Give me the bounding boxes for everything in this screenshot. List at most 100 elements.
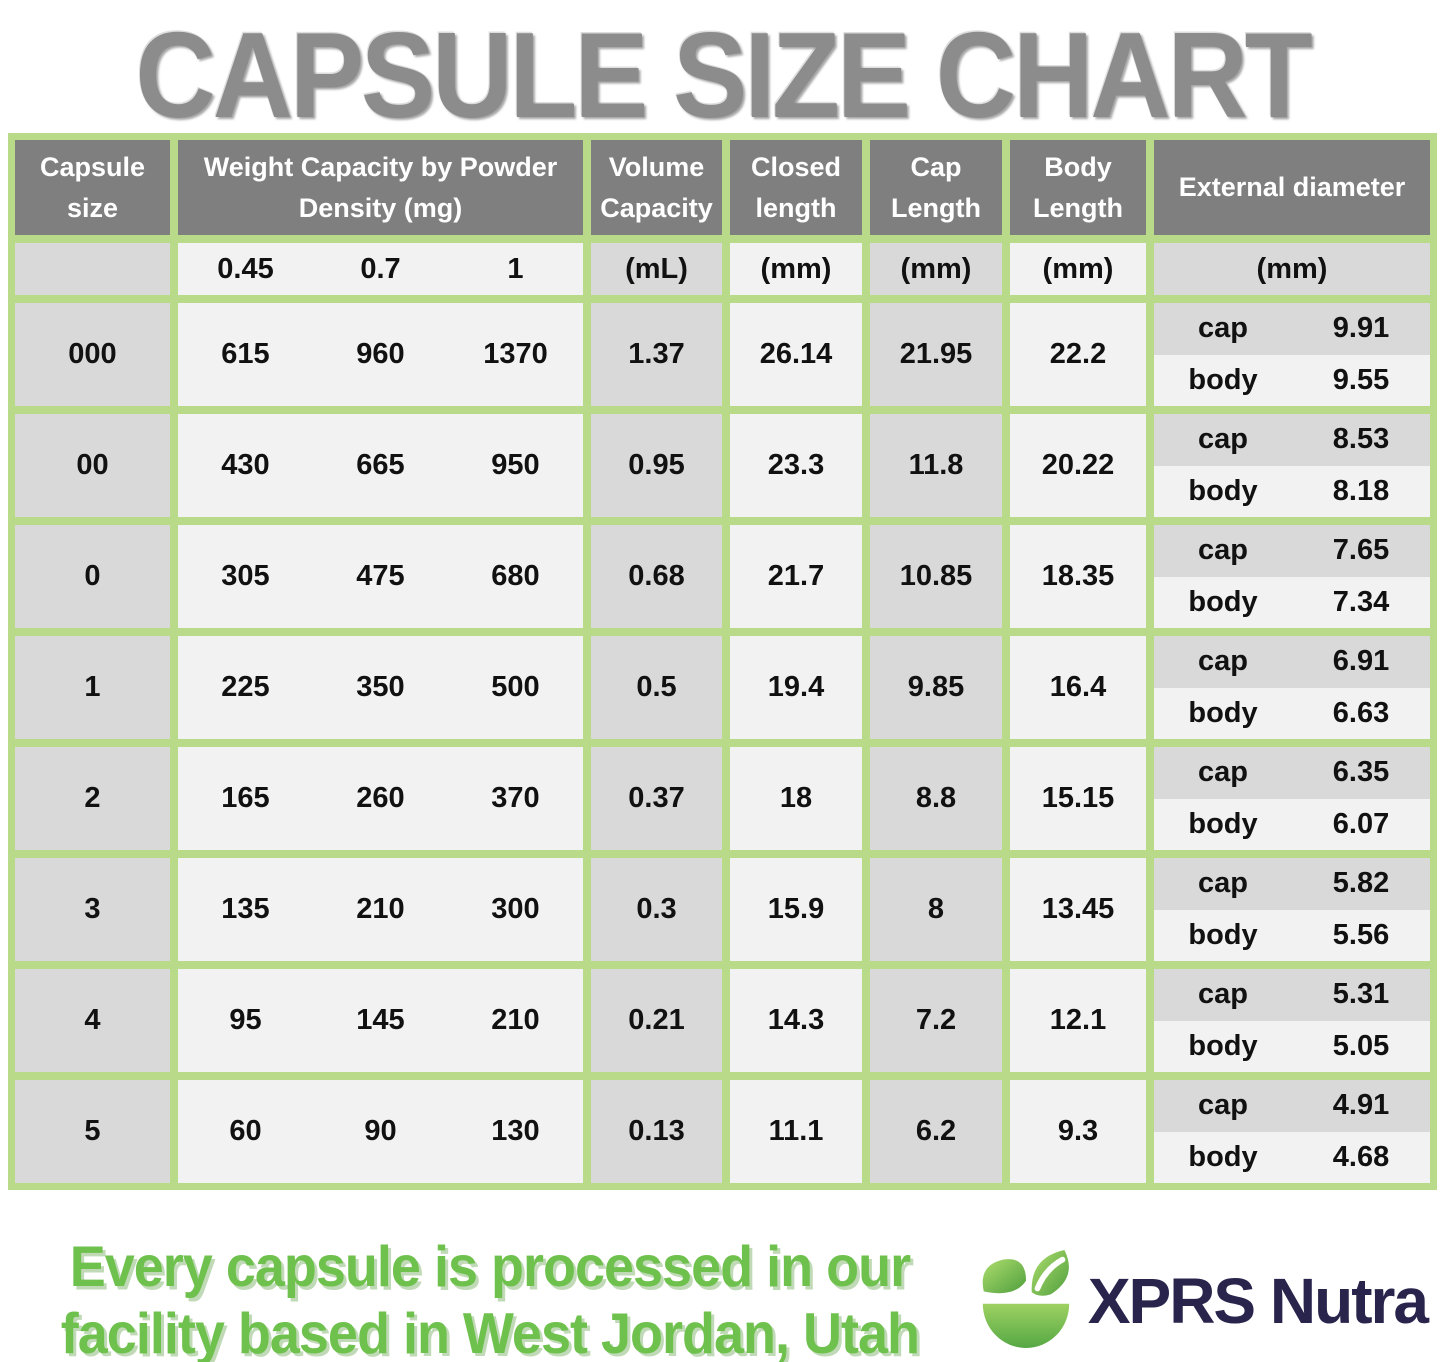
- page-title: CAPSULE SIZE CHART: [135, 6, 1312, 144]
- weight-value: 165: [221, 782, 270, 814]
- header-cap-length: Cap Length: [870, 140, 1002, 235]
- unit-closed: (mm): [730, 243, 862, 295]
- external-cap-value: 4.91: [1332, 1089, 1390, 1122]
- capsule-size-table: Capsule size Weight Capacity by Powder D…: [8, 133, 1437, 1190]
- external-body-row: body 6.63: [1154, 687, 1430, 739]
- external-body-row: body 7.34: [1154, 576, 1430, 628]
- closed-length-cell: 26.14: [730, 303, 862, 406]
- weight-capacity-cell: 430 665 950: [178, 414, 583, 517]
- weight-value: 305: [221, 560, 270, 592]
- external-body-row: body 5.05: [1154, 1020, 1430, 1072]
- weight-value: 60: [229, 1115, 262, 1147]
- density-value: 1: [507, 252, 524, 285]
- header-weight-capacity: Weight Capacity by Powder Density (mg): [178, 140, 583, 235]
- external-body-value: 5.05: [1332, 1029, 1390, 1062]
- leaf-bowl-logo-icon: [978, 1246, 1074, 1357]
- closed-length-cell: 21.7: [730, 525, 862, 628]
- cap-length-cell: 11.8: [870, 414, 1002, 517]
- closed-length-cell: 14.3: [730, 969, 862, 1072]
- brand-name: XPRS Nutra: [1087, 1265, 1429, 1338]
- external-cap-label: cap: [1198, 534, 1248, 567]
- capsule-size-cell: 4: [15, 969, 170, 1072]
- body-length-cell: 9.3: [1010, 1080, 1146, 1183]
- volume-cell: 1.37: [591, 303, 722, 406]
- body-length-cell: 13.45: [1010, 858, 1146, 961]
- volume-cell: 0.13: [591, 1080, 722, 1183]
- facility-tagline: Every capsule is processed in our facili…: [30, 1234, 950, 1362]
- external-diameter-cell: cap 6.91 body 6.63: [1154, 636, 1430, 739]
- body-length-cell: 16.4: [1010, 636, 1146, 739]
- external-cap-label: cap: [1198, 423, 1248, 456]
- external-body-row: body 4.68: [1154, 1131, 1430, 1183]
- external-body-value: 7.34: [1332, 585, 1390, 618]
- weight-value: 615: [221, 338, 270, 370]
- capsule-size-cell: 1: [15, 636, 170, 739]
- external-cap-row: cap 5.31: [1154, 969, 1430, 1021]
- external-body-row: body 9.55: [1154, 354, 1430, 406]
- closed-length-cell: 11.1: [730, 1080, 862, 1183]
- external-body-label: body: [1188, 585, 1258, 618]
- cap-length-cell: 9.85: [870, 636, 1002, 739]
- header-external-diameter: External diameter: [1154, 140, 1430, 235]
- external-body-label: body: [1188, 696, 1258, 729]
- weight-capacity-cell: 60 90 130: [178, 1080, 583, 1183]
- title-bar: CAPSULE SIZE CHART: [0, 0, 1445, 143]
- cap-length-cell: 8: [870, 858, 1002, 961]
- external-body-label: body: [1188, 363, 1258, 396]
- external-cap-row: cap 9.91: [1154, 303, 1430, 355]
- external-body-value: 8.18: [1332, 474, 1390, 507]
- body-length-cell: 15.15: [1010, 747, 1146, 850]
- external-cap-value: 8.53: [1332, 423, 1390, 456]
- external-diameter-cell: cap 9.91 body 9.55: [1154, 303, 1430, 406]
- external-body-value: 6.07: [1332, 807, 1390, 840]
- capsule-size-cell: 5: [15, 1080, 170, 1183]
- header-capsule-size: Capsule size: [15, 140, 170, 235]
- external-cap-value: 5.82: [1332, 867, 1390, 900]
- tagline-line1: Every capsule is processed in our: [69, 1235, 911, 1299]
- tagline-line2: facility based in West Jordan, Utah: [60, 1302, 920, 1362]
- weight-value: 90: [364, 1115, 397, 1147]
- closed-length-cell: 18: [730, 747, 862, 850]
- cap-length-cell: 8.8: [870, 747, 1002, 850]
- external-cap-row: cap 7.65: [1154, 525, 1430, 577]
- volume-cell: 0.21: [591, 969, 722, 1072]
- external-cap-value: 7.65: [1332, 534, 1390, 567]
- unit-cap: (mm): [870, 243, 1002, 295]
- weight-value: 500: [491, 671, 540, 703]
- external-cap-label: cap: [1198, 645, 1248, 678]
- external-diameter-cell: cap 7.65 body 7.34: [1154, 525, 1430, 628]
- external-cap-label: cap: [1198, 867, 1248, 900]
- cap-length-cell: 10.85: [870, 525, 1002, 628]
- external-cap-value: 6.35: [1332, 756, 1390, 789]
- weight-value: 370: [491, 782, 540, 814]
- cap-length-cell: 21.95: [870, 303, 1002, 406]
- external-body-label: body: [1188, 1029, 1258, 1062]
- weight-value: 210: [491, 1004, 540, 1036]
- closed-length-cell: 15.9: [730, 858, 862, 961]
- body-length-cell: 12.1: [1010, 969, 1146, 1072]
- header-volume-capacity: Volume Capacity: [591, 140, 722, 235]
- external-cap-value: 9.91: [1332, 312, 1390, 345]
- external-body-label: body: [1188, 807, 1258, 840]
- weight-value: 430: [221, 449, 270, 481]
- external-cap-row: cap 8.53: [1154, 414, 1430, 466]
- external-cap-label: cap: [1198, 756, 1248, 789]
- closed-length-cell: 23.3: [730, 414, 862, 517]
- external-diameter-cell: cap 6.35 body 6.07: [1154, 747, 1430, 850]
- external-cap-value: 5.31: [1332, 978, 1390, 1011]
- density-value: 0.7: [360, 252, 401, 285]
- external-cap-row: cap 6.91: [1154, 636, 1430, 688]
- external-body-label: body: [1188, 474, 1258, 507]
- external-body-row: body 8.18: [1154, 465, 1430, 517]
- volume-cell: 0.95: [591, 414, 722, 517]
- external-body-row: body 5.56: [1154, 909, 1430, 961]
- weight-value: 960: [356, 338, 405, 370]
- closed-length-cell: 19.4: [730, 636, 862, 739]
- volume-cell: 0.68: [591, 525, 722, 628]
- external-diameter-cell: cap 5.31 body 5.05: [1154, 969, 1430, 1072]
- header-body-length: Body Length: [1010, 140, 1146, 235]
- external-body-value: 4.68: [1332, 1140, 1390, 1173]
- external-body-label: body: [1188, 1140, 1258, 1173]
- weight-capacity-cell: 225 350 500: [178, 636, 583, 739]
- external-body-value: 9.55: [1332, 363, 1390, 396]
